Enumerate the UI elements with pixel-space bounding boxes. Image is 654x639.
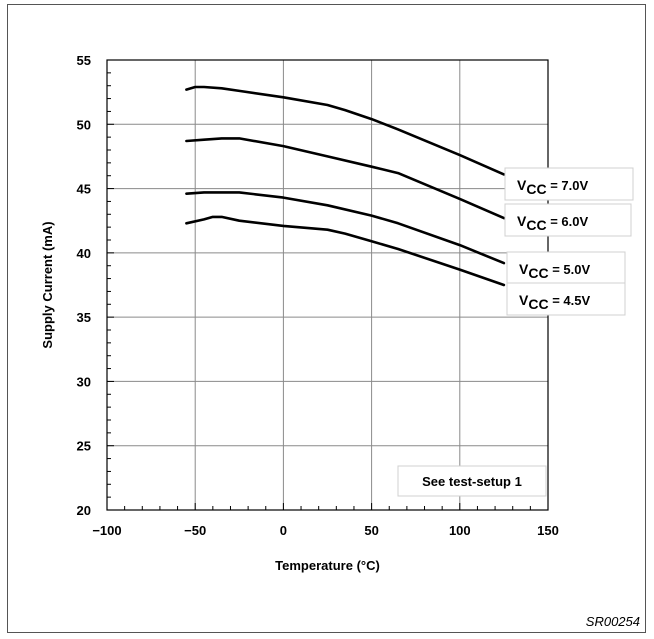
y-tick-label: 25 [77,439,91,454]
annotation-text: See test-setup 1 [422,474,522,489]
y-tick-label: 20 [77,503,91,518]
y-tick-label: 45 [77,182,91,197]
series-line-1 [185,85,506,176]
x-tick-label: 100 [449,523,471,538]
series-label: VCC = 7.0V [517,177,588,197]
series-label: VCC = 6.0V [517,213,588,233]
figure-id: SR00254 [585,614,640,629]
y-axis-title: Supply Current (mA) [40,221,55,348]
series-label: VCC = 5.0V [519,261,590,281]
y-tick-label: 55 [77,53,91,68]
series-label-box [506,282,626,316]
series-line-2 [185,137,506,220]
x-tick-label: −50 [184,523,206,538]
series-label-box [504,203,632,237]
series-line-4 [185,215,506,287]
y-tick-label: 40 [77,246,91,261]
annotation-box [397,465,547,497]
x-tick-label: −100 [92,523,121,538]
x-tick-label: 150 [537,523,559,538]
y-tick-label: 35 [77,310,91,325]
series-line-3 [185,191,506,265]
series-label: VCC = 4.5V [519,292,590,312]
x-tick-label: 0 [280,523,287,538]
plot-border [106,59,549,511]
x-tick-label: 50 [364,523,378,538]
series-label-box [506,251,626,285]
y-tick-label: 30 [77,374,91,389]
x-axis-title: Temperature (°C) [275,558,380,573]
figure-frame [7,4,646,633]
series-label-box [504,167,634,201]
y-tick-label: 50 [77,117,91,132]
